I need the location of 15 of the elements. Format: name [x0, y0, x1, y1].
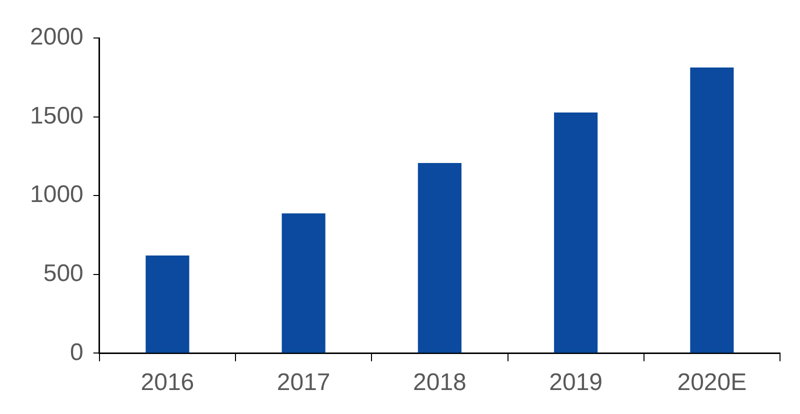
bar: [554, 112, 598, 353]
y-tick-label: 1500: [30, 102, 84, 130]
y-tick-label: 500: [43, 260, 84, 288]
x-tick-label: 2019: [549, 369, 603, 396]
x-tick-label: 2016: [140, 369, 194, 396]
x-tick-label: 2020E: [677, 369, 747, 396]
bar: [146, 255, 190, 353]
x-tick-label: 2017: [276, 369, 330, 396]
x-tick-label: 2018: [413, 369, 466, 396]
bar: [282, 213, 326, 353]
y-tick-label: 1000: [30, 181, 84, 208]
y-tick-label: 2000: [30, 24, 84, 51]
y-tick-label: 0: [70, 338, 84, 366]
bar: [418, 162, 462, 353]
bar: [690, 67, 734, 353]
